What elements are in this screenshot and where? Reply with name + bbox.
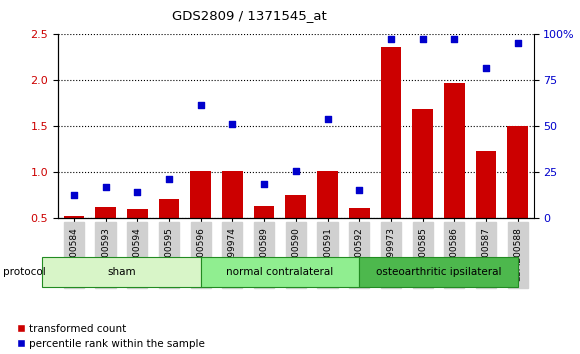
Bar <box>95 207 116 218</box>
Bar <box>127 209 147 218</box>
Bar <box>254 206 274 218</box>
Point <box>259 181 269 187</box>
Text: osteoarthritic ipsilateral: osteoarthritic ipsilateral <box>376 267 501 277</box>
Point <box>291 168 300 173</box>
Text: protocol: protocol <box>3 267 46 277</box>
Bar <box>317 171 338 218</box>
Bar <box>508 126 528 218</box>
Point <box>513 40 523 46</box>
Bar <box>64 216 84 218</box>
Point <box>196 102 205 107</box>
Bar <box>412 109 433 218</box>
Point <box>228 121 237 127</box>
Bar <box>190 171 211 218</box>
Point <box>354 187 364 193</box>
Point <box>418 36 427 42</box>
Bar <box>159 199 179 218</box>
Point <box>69 192 78 198</box>
Point <box>323 116 332 122</box>
Legend: transformed count, percentile rank within the sample: transformed count, percentile rank withi… <box>17 324 205 349</box>
Bar <box>285 195 306 218</box>
Point <box>101 184 110 190</box>
Bar <box>380 47 401 218</box>
Bar <box>222 171 242 218</box>
Text: GDS2809 / 1371545_at: GDS2809 / 1371545_at <box>172 9 327 22</box>
Text: normal contralateral: normal contralateral <box>226 267 334 277</box>
Text: sham: sham <box>107 267 136 277</box>
Point <box>133 189 142 195</box>
Point <box>386 36 396 42</box>
Bar <box>349 207 369 218</box>
Point <box>164 176 173 182</box>
Point <box>481 65 491 70</box>
Bar <box>476 152 496 218</box>
Point <box>450 36 459 42</box>
Bar <box>444 83 465 218</box>
